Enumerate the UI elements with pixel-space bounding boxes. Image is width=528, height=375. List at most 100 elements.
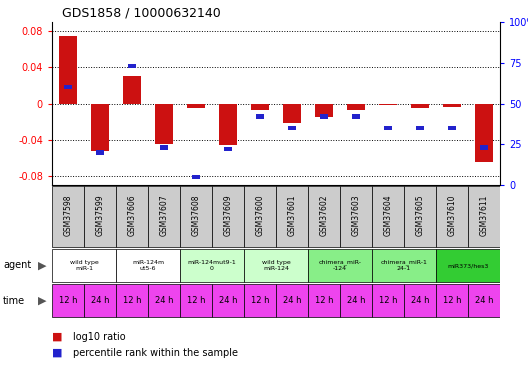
Text: GSM37598: GSM37598	[63, 195, 72, 236]
Bar	[52, 186, 84, 248]
Text: GSM37611: GSM37611	[479, 195, 488, 236]
Bar	[308, 284, 340, 316]
Text: miR373/hes3: miR373/hes3	[447, 263, 489, 268]
Bar	[308, 186, 340, 248]
Text: 24 h: 24 h	[283, 296, 301, 305]
Bar	[91, 104, 109, 151]
Bar	[59, 36, 77, 104]
Text: 12 h: 12 h	[122, 296, 142, 305]
Bar	[352, 114, 361, 119]
Bar	[192, 175, 201, 179]
Text: 12 h: 12 h	[379, 296, 397, 305]
Bar	[148, 186, 180, 248]
Bar	[372, 284, 404, 316]
Bar	[212, 284, 244, 316]
Bar	[319, 114, 328, 119]
Text: percentile rank within the sample: percentile rank within the sample	[73, 348, 238, 358]
Text: GSM37601: GSM37601	[288, 195, 297, 236]
Text: GSM37604: GSM37604	[383, 194, 392, 236]
Text: GSM37606: GSM37606	[127, 194, 137, 236]
Text: ▶: ▶	[38, 296, 46, 306]
Bar	[52, 249, 116, 282]
Bar	[475, 104, 493, 162]
Bar	[468, 284, 500, 316]
Bar	[219, 104, 237, 145]
Text: 12 h: 12 h	[251, 296, 269, 305]
Bar	[315, 104, 333, 117]
Bar	[148, 284, 180, 316]
Bar	[404, 284, 436, 316]
Bar	[372, 249, 436, 282]
Bar	[479, 145, 488, 150]
Text: log10 ratio: log10 ratio	[73, 332, 126, 342]
Text: chimera_miR-1
24-1: chimera_miR-1 24-1	[381, 260, 428, 271]
Bar	[123, 76, 141, 104]
Bar	[448, 126, 457, 130]
Text: GSM37602: GSM37602	[319, 195, 328, 236]
Text: miR-124mut9-1
0: miR-124mut9-1 0	[187, 260, 237, 271]
Text: agent: agent	[3, 261, 31, 270]
Bar	[116, 284, 148, 316]
Bar	[404, 186, 436, 248]
Bar	[372, 186, 404, 248]
Text: chimera_miR-
-124: chimera_miR- -124	[318, 260, 362, 271]
Bar	[180, 249, 244, 282]
Bar	[116, 249, 180, 282]
Bar	[244, 186, 276, 248]
Text: wild type
miR-1: wild type miR-1	[70, 260, 98, 271]
Text: ■: ■	[52, 348, 62, 358]
Text: GSM37599: GSM37599	[96, 194, 105, 236]
Text: 12 h: 12 h	[443, 296, 461, 305]
Text: GSM37609: GSM37609	[223, 194, 232, 236]
Bar	[251, 104, 269, 110]
Bar	[347, 104, 365, 110]
Bar	[223, 147, 232, 152]
Bar	[383, 126, 392, 130]
Text: GSM37608: GSM37608	[192, 195, 201, 236]
Text: GSM37603: GSM37603	[352, 194, 361, 236]
Bar	[187, 104, 205, 108]
Text: 12 h: 12 h	[59, 296, 77, 305]
Text: GSM37607: GSM37607	[159, 194, 168, 236]
Bar	[84, 186, 116, 248]
Bar	[416, 126, 425, 130]
Bar	[116, 186, 148, 248]
Bar	[436, 249, 500, 282]
Bar	[244, 249, 308, 282]
Bar	[256, 114, 265, 119]
Bar	[244, 284, 276, 316]
Bar	[340, 284, 372, 316]
Bar	[96, 150, 105, 154]
Bar	[468, 186, 500, 248]
Bar	[283, 104, 301, 123]
Text: GDS1858 / 10000632140: GDS1858 / 10000632140	[62, 7, 221, 20]
Bar	[212, 186, 244, 248]
Bar	[128, 64, 136, 68]
Text: miR-124m
ut5-6: miR-124m ut5-6	[132, 260, 164, 271]
Bar	[379, 104, 397, 105]
Text: ■: ■	[52, 332, 62, 342]
Text: 24 h: 24 h	[475, 296, 493, 305]
Bar	[63, 85, 72, 90]
Text: 24 h: 24 h	[219, 296, 237, 305]
Text: wild type
miR-124: wild type miR-124	[262, 260, 290, 271]
Text: 12 h: 12 h	[187, 296, 205, 305]
Bar	[84, 284, 116, 316]
Bar	[443, 104, 461, 107]
Text: ▶: ▶	[38, 261, 46, 270]
Text: time: time	[3, 296, 25, 306]
Text: 12 h: 12 h	[315, 296, 333, 305]
Text: GSM37600: GSM37600	[256, 194, 265, 236]
Bar	[52, 284, 84, 316]
Bar	[340, 186, 372, 248]
Text: 24 h: 24 h	[347, 296, 365, 305]
Bar	[276, 284, 308, 316]
Bar	[308, 249, 372, 282]
Bar	[436, 284, 468, 316]
Bar	[155, 104, 173, 144]
Bar	[436, 186, 468, 248]
Bar	[159, 145, 168, 150]
Bar	[288, 126, 297, 130]
Bar	[276, 186, 308, 248]
Text: 24 h: 24 h	[411, 296, 429, 305]
